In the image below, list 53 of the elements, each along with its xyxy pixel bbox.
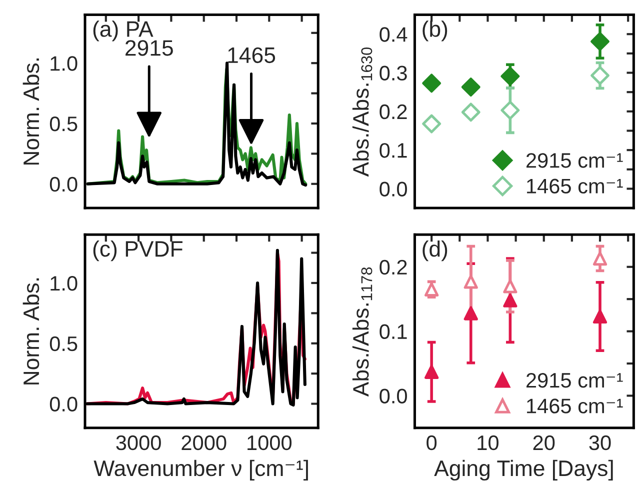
y-axis-title: Abs./Abs.$_{1630}$ [352,47,372,177]
y-axis-title: Norm. Abs. [22,278,40,384]
point [500,66,520,86]
y-tick-label: 0.0 [380,182,407,196]
y-tick-label: 0.0 [50,176,78,192]
point [461,78,480,97]
x-tick-label: 2000 [182,435,226,450]
point [422,114,442,134]
annotation: 2915 [126,40,173,56]
y-tick-label: 0.0 [50,396,78,412]
point [592,309,608,324]
point [464,274,478,289]
x-tick-label: 20 [533,435,555,450]
annotation: (a) PA [93,20,154,42]
point [461,102,480,122]
annotation: (b) [422,20,448,42]
y-tick-label: 0.0 [380,388,407,404]
y-axis-title: Norm. Abs. [22,58,40,165]
legend-label: 2915 cm⁻¹ [526,153,623,168]
y-tick-label: 0.1 [380,324,407,340]
point [424,282,439,296]
point [464,306,478,320]
x-axis-title: Aging Time [Days] [434,460,613,481]
point [503,293,518,308]
point [590,32,610,51]
x-tick-label: 0 [426,435,437,450]
x-axis-title: Wavenumber ν [cm⁻¹] [94,460,308,481]
point [590,66,610,85]
y-tick-label: 1.0 [50,56,78,71]
legend-label: 1465 cm⁻¹ [527,398,623,414]
point [424,364,439,379]
y-tick-label: 0.2 [380,260,407,275]
legend-label: 1465 cm⁻¹ [527,178,623,194]
x-tick-label: 10 [478,435,498,450]
x-tick-label: 3000 [116,435,161,450]
y-tick-label: 0.3 [380,66,407,81]
y-tick-label: 0.5 [50,116,78,132]
legend-label: 2915 cm⁻¹ [526,372,623,388]
x-tick-label: 1000 [248,435,292,450]
annotation: (d) [422,240,448,262]
annotation: 1465 [228,47,276,64]
y-tick-label: 0.4 [380,27,408,42]
point [422,74,442,93]
y-axis-title: Abs./Abs.$_{1178}$ [352,267,372,397]
y-tick-label: 1.0 [50,276,78,291]
x-tick-label: 30 [589,435,611,450]
point [592,251,608,266]
y-tick-label: 0.1 [380,143,407,158]
y-tick-label: 0.2 [380,104,407,120]
point [503,279,518,294]
annotation: (c) PVDF [93,240,182,262]
point [500,100,520,120]
y-tick-label: 0.5 [50,336,78,352]
